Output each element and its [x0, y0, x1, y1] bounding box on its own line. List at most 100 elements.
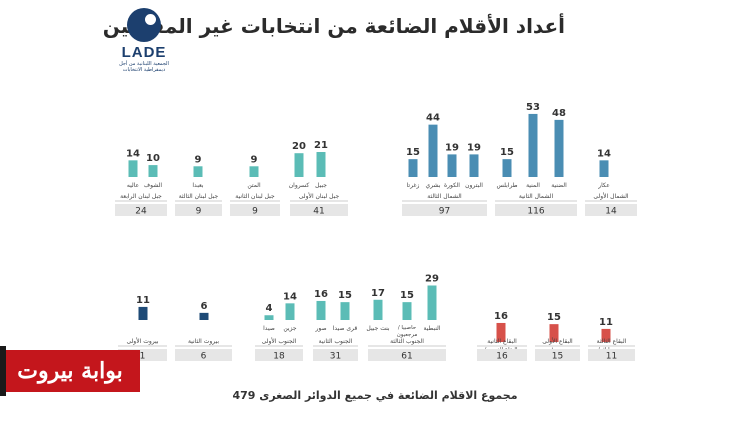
bar — [549, 324, 559, 342]
bar — [294, 153, 304, 177]
bar — [249, 166, 259, 177]
district-total-box — [535, 349, 580, 361]
category-label: البترون — [465, 182, 483, 189]
bar — [128, 160, 138, 177]
bar — [199, 312, 209, 320]
district-total-box — [255, 349, 303, 361]
data-label: 6 — [201, 301, 208, 312]
district-total: 6 — [201, 352, 207, 362]
data-label: 15 — [406, 147, 420, 158]
district-total: 24 — [135, 207, 147, 217]
district-total-box — [115, 204, 167, 216]
category-label: عكار — [597, 182, 610, 189]
bar — [316, 152, 326, 177]
data-label: 14 — [597, 148, 611, 159]
bar — [408, 159, 418, 177]
data-label: 14 — [283, 291, 297, 302]
category-label: صور — [314, 325, 326, 332]
data-label: 29 — [425, 273, 439, 284]
district-total: 9 — [196, 207, 202, 217]
watermark-logo: بوابة بيروت — [0, 346, 140, 396]
district-name: البقاع الثانية — [487, 338, 517, 345]
data-label: 14 — [126, 148, 140, 159]
bar — [427, 285, 437, 320]
category-label: الضنية — [551, 182, 567, 189]
bar — [601, 328, 611, 342]
district-name: جبل لبنان الأولى — [299, 192, 340, 200]
category-label: حاصبيا / — [398, 325, 416, 331]
district-total-box — [477, 349, 527, 361]
category-label: الشوف — [144, 182, 163, 189]
data-label: 9 — [251, 154, 258, 165]
district-total-box — [368, 349, 446, 361]
data-label: 16 — [494, 311, 508, 322]
data-label: 15 — [547, 312, 561, 323]
district-name: الشمال الثانية — [519, 193, 554, 200]
data-label: 20 — [292, 141, 306, 152]
total-footer: مجموع الاقلام الضائعة في جميع الدوائر ال… — [232, 389, 518, 402]
bar — [138, 306, 148, 320]
district-name: الشمال الأولى — [593, 192, 629, 200]
data-label: 11 — [599, 317, 613, 328]
lade-logo: LADE الجمعية اللبنانية من أجل ديمقراطية … — [118, 8, 170, 73]
lade-logo-icon — [127, 8, 161, 42]
bar — [447, 154, 457, 177]
category-label: قرى صيدا — [333, 325, 358, 332]
district-name: جبل لبنان الثانية — [235, 193, 275, 200]
category-label: جزين — [283, 325, 297, 332]
category-label: بشري — [425, 182, 440, 189]
bar — [502, 159, 512, 177]
data-label: 15 — [338, 290, 352, 301]
category-label: المنية — [526, 182, 540, 189]
bar — [316, 300, 326, 320]
category-label: طرابلس — [496, 182, 517, 189]
district-name: جبل لبنان الرابعة — [120, 193, 162, 200]
logo-text: LADE — [121, 44, 167, 61]
district-total: 61 — [401, 352, 412, 362]
district-total: 41 — [313, 207, 324, 217]
bar — [528, 113, 538, 177]
district-name: الشمال الثالثة — [427, 193, 462, 200]
district-total: 18 — [273, 352, 285, 362]
district-total: 11 — [606, 352, 617, 362]
district-total: 15 — [552, 352, 563, 362]
bar — [193, 166, 203, 177]
data-label: 21 — [314, 140, 328, 151]
data-label: 15 — [500, 147, 514, 158]
bar — [599, 160, 609, 177]
category-label: صيدا — [263, 325, 275, 332]
district-total-box — [230, 204, 280, 216]
district-total-box — [290, 204, 348, 216]
category-label: بنت جبيل — [366, 325, 389, 332]
data-label: 16 — [314, 289, 328, 300]
data-label: 53 — [526, 102, 540, 113]
category-label: الكورة — [444, 182, 460, 189]
district-name: جبل لبنان الثالثة — [179, 193, 219, 200]
district-total-box — [585, 204, 637, 216]
district-total-box — [588, 349, 635, 361]
district-total: 1 — [140, 352, 146, 362]
district-total-box — [313, 349, 358, 361]
data-label: 10 — [146, 153, 160, 164]
category-label: زغرتا — [407, 182, 420, 189]
bar — [469, 154, 479, 177]
bar — [373, 299, 383, 320]
bar — [285, 303, 295, 320]
district-name: الجنوب الثانية — [319, 338, 353, 345]
category-label: عاليه — [127, 182, 139, 189]
chart-title: أعداد الأقلام الضائعة من انتخابات غير ال… — [102, 14, 565, 38]
district-name: بيروت الثانية — [188, 338, 219, 345]
data-label: 17 — [371, 288, 385, 299]
district-name: بيروت الأولى — [126, 337, 158, 345]
district-total: 9 — [252, 207, 258, 217]
data-label: 4 — [266, 303, 273, 314]
district-name: الجنوب الأولى — [262, 337, 297, 345]
data-label: 15 — [400, 290, 414, 301]
district-name: البقاع الثالثة — [597, 338, 627, 345]
data-label: 9 — [195, 154, 202, 165]
district-total: 97 — [439, 207, 450, 217]
category-label: بعبدا — [192, 182, 204, 189]
category-label: مرجعيون — [397, 332, 418, 338]
district-name: البقاع الأولى — [542, 337, 573, 345]
